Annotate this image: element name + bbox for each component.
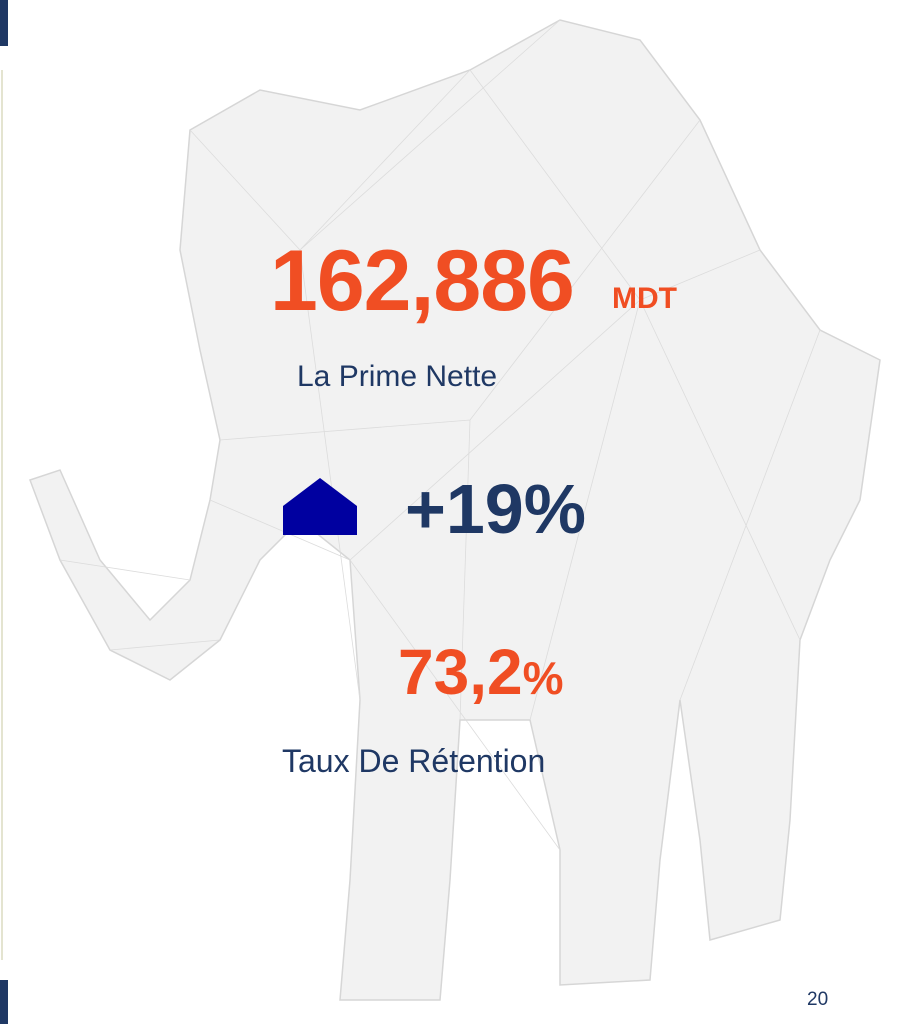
headline-label: La Prime Nette bbox=[297, 362, 497, 392]
corner-bar bbox=[0, 980, 8, 1024]
retention-unit: % bbox=[523, 652, 564, 704]
headline-unit: MDT bbox=[612, 284, 677, 314]
retention-value: 73,2% bbox=[398, 640, 563, 704]
headline-value: 162,886 bbox=[270, 238, 574, 324]
page-number: 20 bbox=[807, 990, 828, 1009]
retention-number: 73,2 bbox=[398, 636, 523, 708]
retention-label: Taux De Rétention bbox=[282, 745, 545, 777]
slide: 162,886 MDT La Prime Nette +19% 73,2% Ta… bbox=[0, 0, 906, 1024]
growth-value: +19% bbox=[405, 474, 586, 544]
corner-bar bbox=[0, 0, 8, 46]
